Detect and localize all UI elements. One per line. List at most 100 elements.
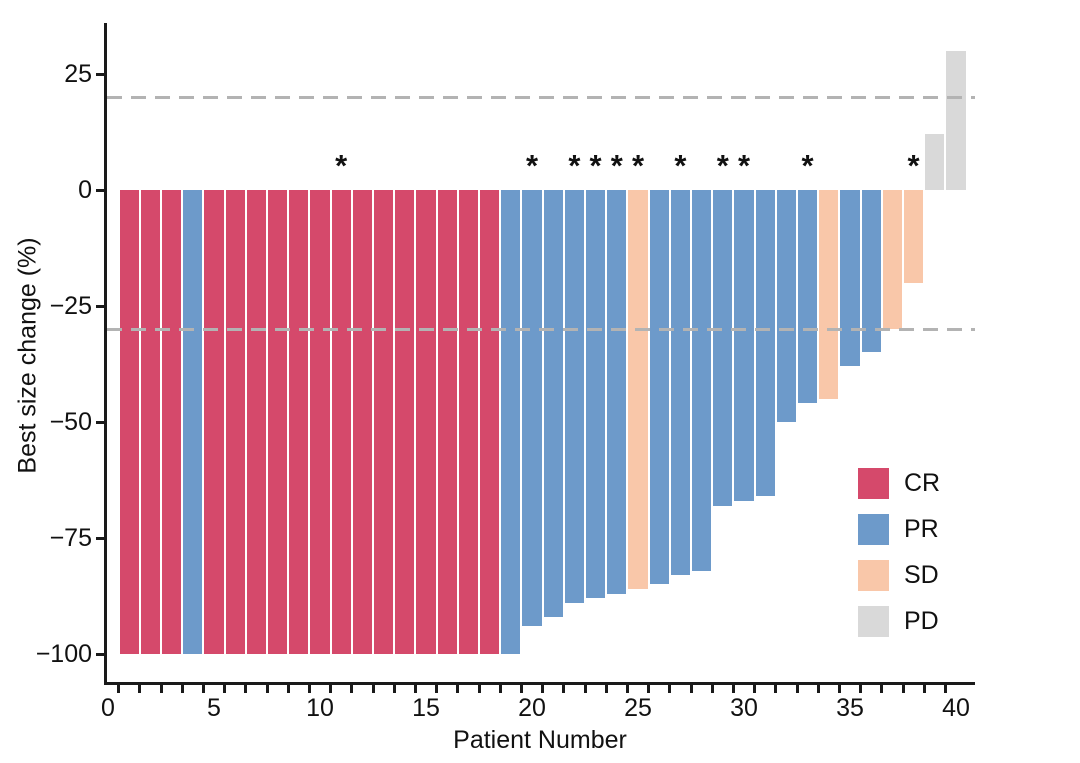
bar-patient-33-PR <box>797 190 818 404</box>
bar-patient-35-PR <box>840 190 860 367</box>
bar-patient-26-PR <box>649 190 669 585</box>
bar-patient-32-PR <box>776 190 797 422</box>
x-axis-spine <box>104 682 975 685</box>
y-tick <box>96 536 104 540</box>
x-tick <box>159 685 163 693</box>
x-tick <box>477 685 481 693</box>
y-tick <box>96 72 104 76</box>
x-tick-label-15: 15 <box>412 694 440 722</box>
cr-swatch <box>858 468 889 499</box>
x-tick <box>180 685 184 693</box>
x-tick <box>519 685 523 693</box>
reference-line-20 <box>107 95 975 99</box>
y-axis-spine <box>104 23 107 685</box>
bar-patient-23-PR <box>585 190 606 599</box>
bar-patient-14-CR <box>395 190 415 654</box>
x-tick-label-30: 30 <box>730 694 758 722</box>
bar-patient-8-CR <box>267 190 288 654</box>
bar-patient-3-CR <box>161 190 182 654</box>
reference-line--30 <box>107 327 975 331</box>
x-tick <box>689 685 693 693</box>
legend: CR PR SD PD <box>858 468 940 652</box>
bar-patient-25-SD <box>628 190 648 589</box>
x-tick <box>371 685 375 693</box>
bar-patient-40-PD <box>946 50 966 190</box>
bar-patient-20-PR <box>522 190 542 627</box>
bar-patient-39-PD <box>925 134 945 190</box>
x-tick-label-35: 35 <box>836 694 864 722</box>
pd-swatch <box>858 606 889 637</box>
cr-label: CR <box>904 469 941 497</box>
x-tick <box>859 685 863 693</box>
x-tick <box>286 685 290 693</box>
legend-row-sd: SD <box>858 560 940 591</box>
bar-patient-29-PR <box>713 190 733 506</box>
bar-patient-15-CR <box>416 190 436 654</box>
asterisk-patient-30: * <box>737 148 751 183</box>
x-tick <box>392 685 396 693</box>
bar-patient-18-CR <box>479 190 500 654</box>
asterisk-patient-29: * <box>716 148 729 183</box>
bar-patient-16-CR <box>437 190 457 654</box>
sd-label: SD <box>904 561 939 589</box>
x-tick-label-10: 10 <box>306 694 334 722</box>
x-tick <box>435 685 439 693</box>
x-tick <box>244 685 248 693</box>
x-tick <box>753 685 757 693</box>
bar-patient-34-SD <box>819 190 839 399</box>
legend-row-cr: CR <box>858 468 940 499</box>
x-tick <box>922 685 926 693</box>
x-tick <box>223 685 227 693</box>
bar-patient-9-CR <box>289 190 309 654</box>
bar-patient-24-PR <box>607 190 627 594</box>
x-tick <box>647 685 651 693</box>
bar-patient-11-CR <box>331 190 351 654</box>
x-tick-label-5: 5 <box>207 694 221 722</box>
asterisk-patient-33: * <box>801 148 814 183</box>
asterisk-patient-20: * <box>525 148 539 183</box>
pd-label: PD <box>904 607 939 635</box>
asterisk-patient-22: * <box>568 148 581 183</box>
x-axis-title: Patient Number <box>453 726 627 754</box>
x-tick <box>138 685 142 693</box>
x-tick <box>413 685 417 693</box>
bar-patient-19-PR <box>501 190 521 654</box>
x-tick <box>201 685 205 693</box>
x-tick-label-25: 25 <box>624 694 652 722</box>
legend-row-pd: PD <box>858 606 940 637</box>
bar-patient-4-PR <box>183 190 203 654</box>
x-tick <box>668 685 672 693</box>
asterisk-patient-23: * <box>589 148 602 183</box>
asterisk-patient-27: * <box>674 148 687 183</box>
x-tick-label-20: 20 <box>518 694 546 722</box>
x-tick <box>562 685 566 693</box>
bar-patient-6-CR <box>225 190 245 654</box>
bar-patient-36-PR <box>861 190 881 353</box>
bar-patient-7-CR <box>246 190 267 654</box>
x-tick <box>795 685 799 693</box>
bar-patient-27-PR <box>670 190 691 576</box>
legend-row-pr: PR <box>858 514 940 545</box>
x-tick <box>837 685 841 693</box>
bar-patient-17-CR <box>458 190 479 654</box>
y-tick-label--75: −75 <box>49 524 92 552</box>
y-tick-label--100: −100 <box>35 640 92 668</box>
x-tick <box>943 685 947 693</box>
x-tick <box>498 685 502 693</box>
x-tick <box>456 685 460 693</box>
bar-patient-13-CR <box>373 190 394 654</box>
x-tick-label-0: 0 <box>101 694 115 722</box>
x-tick <box>265 685 269 693</box>
x-tick <box>541 685 545 693</box>
y-tick <box>96 304 104 308</box>
pr-label: PR <box>904 515 939 543</box>
bar-patient-10-CR <box>310 190 330 654</box>
y-tick-label--25: −25 <box>49 292 92 320</box>
x-tick <box>774 685 778 693</box>
y-tick <box>96 420 104 424</box>
bar-patient-37-SD <box>882 190 903 330</box>
asterisk-patient-24: * <box>610 148 623 183</box>
x-tick <box>307 685 311 693</box>
asterisk-patient-11: * <box>335 148 348 183</box>
